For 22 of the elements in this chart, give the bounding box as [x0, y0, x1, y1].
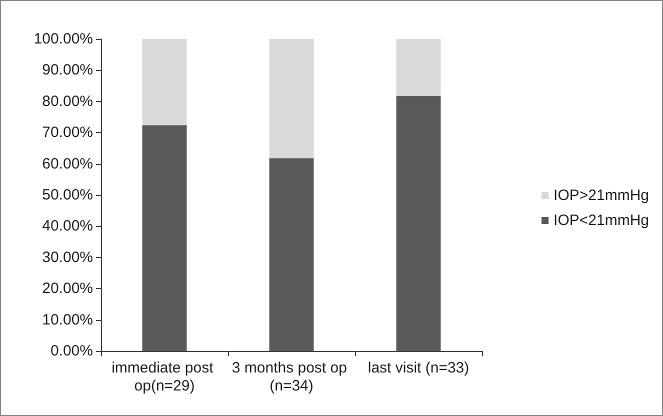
y-tick-label: 10.00%	[42, 311, 93, 328]
x-tick-label: immediate post op(n=29)	[112, 360, 218, 394]
bar	[142, 39, 187, 126]
y-tick-label: 80.00%	[42, 92, 93, 110]
y-tick-label: 90.00%	[42, 62, 93, 79]
y-tick-label: 40.00%	[42, 218, 93, 235]
bar	[396, 39, 441, 96]
legend-label: IOP>21mmHg	[554, 187, 650, 204]
y-tick-label: 60.00%	[42, 155, 93, 172]
y-tick-label: 30.00%	[42, 248, 93, 266]
x-tick-label: 3 months post op (n=34)	[232, 360, 352, 394]
bar	[142, 125, 187, 351]
y-tick-label: 70.00%	[42, 124, 93, 142]
y-tick-label: 0.00%	[50, 342, 93, 360]
bar	[396, 96, 441, 351]
legend-label: IOP<21mmHg	[554, 212, 650, 229]
x-tick-label: last visit (n=33)	[368, 360, 470, 376]
bar	[269, 39, 314, 158]
y-tick-label: 50.00%	[42, 186, 93, 204]
y-tick-label: 100.00%	[34, 30, 93, 48]
bar	[269, 158, 314, 351]
y-tick-label: 20.00%	[42, 280, 93, 298]
